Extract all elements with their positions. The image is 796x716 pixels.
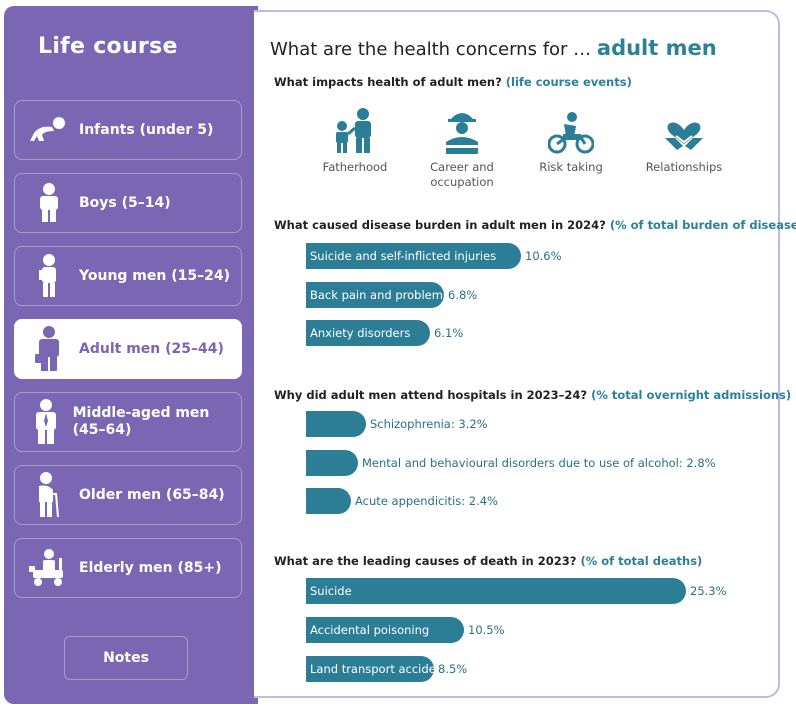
burden-bar-label: Anxiety disorders [310, 326, 411, 340]
deaths-bar [306, 617, 464, 643]
burden-bar-value: 10.6% [525, 249, 562, 263]
sidebar-item-label: Boys (5–14) [79, 194, 171, 211]
businessman-icon [29, 399, 63, 444]
events-question-text: What impacts health of adult men? [274, 75, 502, 89]
hospital-question-text: Why did adult men attend hospitals in 20… [274, 388, 588, 402]
burden-bar [306, 282, 444, 308]
sidebar-item-label: Middle-aged men (45–64) [72, 405, 210, 438]
page-title: What are the health concerns for … adult… [270, 36, 717, 60]
hospital-bar [306, 488, 351, 514]
event-label: Risk taking [539, 160, 603, 174]
crawling-baby-icon [29, 110, 69, 150]
deaths-bar [306, 578, 686, 604]
page-title-prefix: What are the health concerns for … [270, 39, 592, 60]
sidebar-item-older-men[interactable]: Older men (65–84) [14, 465, 242, 525]
burden-bar [306, 243, 521, 269]
motorbike-rider-icon [521, 100, 621, 154]
sidebar-item-elderly-men[interactable]: Elderly men (85+) [14, 538, 242, 598]
sidebar-item-label: Elderly men (85+) [79, 559, 222, 576]
deaths-question-text: What are the leading causes of death in … [274, 554, 577, 568]
deaths-question: What are the leading causes of death in … [274, 554, 702, 568]
worker-helmet-icon [412, 100, 512, 154]
hospital-bar-label: Acute appendicitis: 2.4% [355, 494, 498, 508]
events-question: What impacts health of adult men? (life … [274, 75, 632, 89]
burden-question-text: What caused disease burden in adult men … [274, 218, 606, 232]
burden-bar-value: 6.8% [448, 288, 478, 302]
sidebar-item-infants[interactable]: Infants (under 5) [14, 100, 242, 160]
sidebar-item-label: Older men (65–84) [79, 486, 225, 503]
hospital-bar-label: Mental and behavioural disorders due to … [362, 456, 716, 470]
young-man-icon [29, 254, 69, 297]
hospital-question-sub: (% total overnight admissions) [591, 388, 792, 402]
sidebar-item-label: Infants (under 5) [79, 121, 214, 138]
events-question-sub: (life course events) [505, 75, 632, 89]
burden-bar [306, 320, 430, 346]
sidebar-item-boys[interactable]: Boys (5–14) [14, 173, 242, 233]
sidebar-item-middle-aged-men[interactable]: Middle-aged men (45–64) [14, 392, 242, 452]
event-relationships: Relationships [634, 100, 734, 175]
hospital-bar [306, 411, 366, 437]
hospital-question: Why did adult men attend hospitals in 20… [274, 388, 791, 402]
notes-button[interactable]: Notes [64, 636, 188, 680]
boy-icon [29, 183, 69, 223]
hospital-bar [306, 450, 358, 476]
sidebar-title: Life course [38, 34, 178, 59]
father-child-icon [305, 100, 405, 154]
burden-question-sub: (% of total burden of disease) [609, 218, 796, 232]
deaths-bar-value: 10.5% [468, 623, 505, 637]
deaths-bar-label: Accidental poisoning [310, 623, 430, 637]
page-title-highlight: adult men [596, 36, 717, 60]
hospital-bar-label: Schizophrenia: 3.2% [370, 417, 488, 431]
older-man-cane-icon [29, 472, 69, 518]
burden-bar-value: 6.1% [434, 326, 464, 340]
burden-question: What caused disease burden in adult men … [274, 218, 796, 232]
adult-man-icon [29, 326, 69, 371]
deaths-bar [306, 656, 434, 682]
deaths-question-sub: (% of total deaths) [580, 554, 703, 568]
sidebar-item-adult-men[interactable]: Adult men (25–44) [14, 319, 242, 379]
event-risk-taking: Risk taking [521, 100, 621, 175]
deaths-bar-value: 8.5% [438, 662, 468, 676]
sidebar-item-young-men[interactable]: Young men (15–24) [14, 246, 242, 306]
handshake-heart-icon [634, 100, 734, 154]
burden-bar-label: Back pain and problems [310, 288, 449, 302]
event-label: Career and occupation [430, 160, 494, 189]
deaths-bar-label: Land transport accident [310, 662, 448, 676]
deaths-bar-value: 25.3% [690, 584, 727, 598]
event-career: Career and occupation [412, 100, 512, 190]
sidebar-item-label: Young men (15–24) [79, 267, 230, 284]
event-fatherhood: Fatherhood [305, 100, 405, 175]
sidebar-item-label: Adult men (25–44) [79, 340, 224, 357]
event-label: Relationships [645, 160, 723, 174]
burden-bar-label: Suicide and self-inflicted injuries [310, 249, 497, 263]
mobility-scooter-icon [29, 548, 69, 588]
deaths-bar-label: Suicide [310, 584, 352, 598]
event-label: Fatherhood [322, 160, 388, 174]
